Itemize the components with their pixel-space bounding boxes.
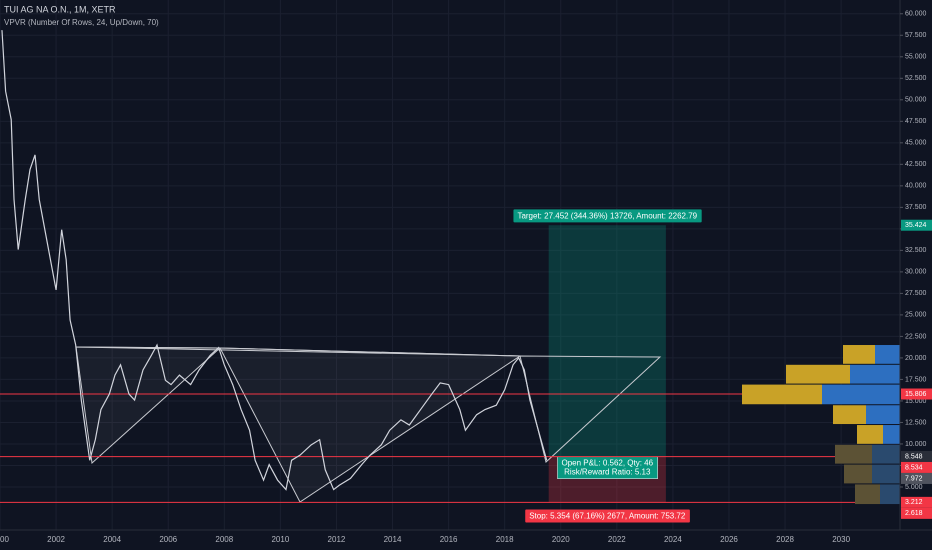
y-tick-label: 47.500 [905,118,927,125]
y-tick-label: 32.500 [905,247,927,254]
volume-up [872,464,900,484]
price-line [1,30,548,491]
x-tick-label: 2002 [47,535,65,544]
pattern-drawings [75,346,662,503]
x-tick-label: 2010 [271,535,289,544]
price-label-box [901,507,932,519]
x-tick-label: 2012 [328,535,346,544]
volume-up [872,444,900,464]
chart-title: TUI AG NA O.N., 1M, XETR [4,4,116,14]
price-label: 8.548 [905,453,923,460]
y-tick-label: 27.500 [905,290,927,297]
stop-label: Stop: 5.354 (67.16%) 2677, Amount: 753.7… [529,511,686,520]
volume-up [866,405,900,425]
volume-up [880,484,900,505]
x-tick-label: 2020 [552,535,570,544]
y-tick-label: 17.500 [905,376,927,383]
plot [0,30,900,505]
price-label-box [901,461,932,473]
price-label-box [901,219,932,231]
rr-label: Risk/Reward Ratio: 5.13 [564,468,651,477]
y-tick-label: 60.000 [905,11,927,18]
x-tick-label: 2000 [0,535,9,544]
volume-down [843,345,875,364]
y-tick-label: 15.000 [905,398,927,405]
volume-down [786,364,850,384]
x-tick-label: 2004 [103,535,121,544]
volume-up [850,364,900,384]
volume-up [875,345,900,364]
y-tick-label: 22.500 [905,333,927,340]
y-tick-label: 52.500 [905,75,927,82]
price-label-box [901,450,932,462]
y-tick-label: 30.000 [905,269,927,276]
y-tick-label: 42.500 [905,161,927,168]
target-label-box [513,209,702,223]
volume-up [822,384,900,405]
y-tick-label: 20.000 [905,355,927,362]
volume-down [844,464,872,484]
x-tick-label: 2022 [608,535,626,544]
y-tick-label: 40.000 [905,183,927,190]
x-tick-label: 2006 [159,535,177,544]
price-label: 2.618 [905,510,923,517]
volume-down [833,405,866,425]
x-tick-label: 2008 [215,535,233,544]
profit-zone [548,225,666,457]
x-tick-label: 2028 [776,535,794,544]
y-tick-label: 12.500 [905,419,927,426]
price-label: 7.972 [905,475,923,482]
x-tick-label: 2024 [664,535,682,544]
position-tool: Target: 27.452 (344.36%) 13726, Amount: … [513,209,702,523]
x-tick-label: 2018 [496,535,514,544]
volume-down [857,425,883,444]
indicator-label: VPVR (Number Of Rows, 24, Up/Down, 70) [4,18,159,27]
x-tick-label: 2016 [440,535,458,544]
target-label: Target: 27.452 (344.36%) 13726, Amount: … [517,211,697,220]
x-tick-label: 2026 [720,535,738,544]
y-tick-label: 25.000 [905,312,927,319]
y-tick-label: 57.500 [905,32,927,39]
price-label: 8.534 [905,464,923,471]
price-label-box [901,472,932,484]
price-label: 3.212 [905,499,923,506]
x-tick-label: 2014 [384,535,402,544]
y-tick-label: 10.000 [905,441,927,448]
y-tick-label: 5.000 [905,484,923,491]
stop-label-box [525,509,690,523]
y-tick-label: 37.500 [905,204,927,211]
volume-down [855,484,880,505]
price-label: 35.424 [905,222,927,229]
price-label: 15.806 [905,391,927,398]
triangle [75,346,521,357]
price-label-box [901,388,932,400]
y-tick-label: 55.000 [905,54,927,61]
y-tick-label: 45.000 [905,140,927,147]
pnl-label: Open P&L: 0.562, Qty: 46 [561,459,653,468]
grid [0,0,900,530]
volume-up [883,425,900,444]
volume-down [742,384,822,405]
y-tick-label: 50.000 [905,97,927,104]
price-label-box [901,496,932,508]
x-tick-label: 2030 [832,535,850,544]
volume-down [835,444,872,464]
